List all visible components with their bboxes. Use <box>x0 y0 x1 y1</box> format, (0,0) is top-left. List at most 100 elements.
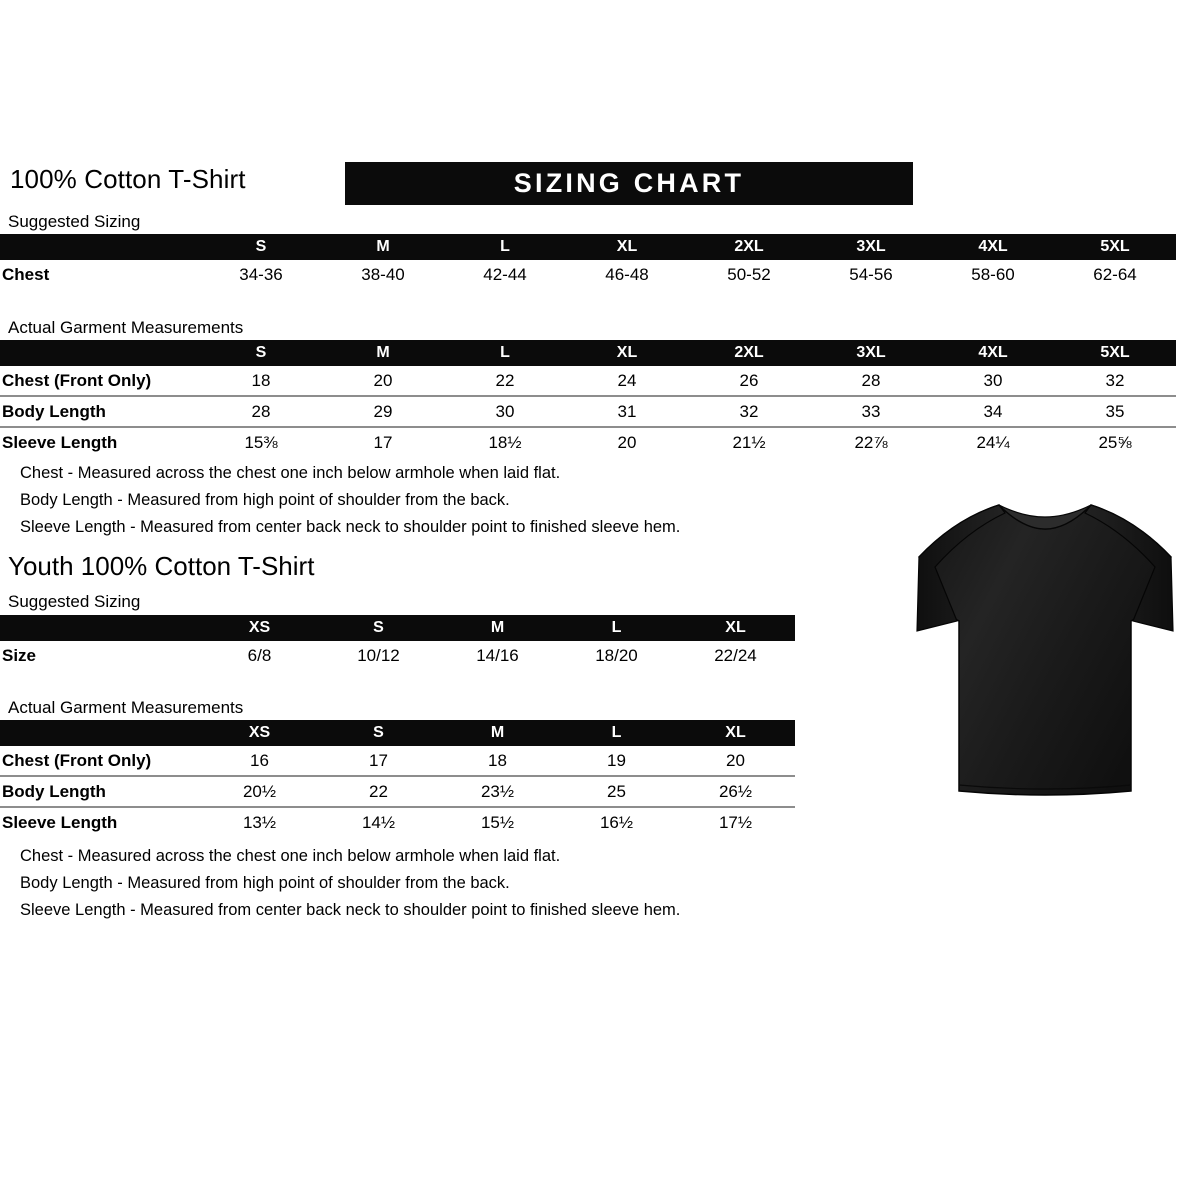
table-row: Body Length 20½ 22 23½ 25 26½ <box>0 776 795 808</box>
sizing-chart-banner-label: SIZING CHART <box>513 168 745 198</box>
table-cell: 28 <box>200 396 322 428</box>
youth-actual-header-row: XS S M L XL <box>0 720 795 746</box>
adult-suggested-caption: Suggested Sizing <box>8 212 141 231</box>
youth-suggested-table: XS S M L XL Size 6/8 10/12 14/16 18/20 2… <box>0 615 795 670</box>
adult-actual-col-4xl: 4XL <box>978 344 1008 361</box>
youth-actual-caption: Actual Garment Measurements <box>8 698 244 717</box>
youth-suggested-col-xl: XL <box>725 619 746 636</box>
adult-heading-row: 100% Cotton T-Shirt SIZING CHART <box>10 162 1190 208</box>
youth-suggested-col-s: S <box>373 619 384 636</box>
adult-actual-col-m: M <box>376 344 390 361</box>
adult-actual-col-s: S <box>255 344 267 361</box>
adult-actual-header-row: S M L XL 2XL 3XL 4XL 5XL <box>0 340 1176 366</box>
table-cell: 42-44 <box>483 264 527 284</box>
table-cell: 32 <box>1054 366 1176 397</box>
youth-actual-col-l: L <box>611 724 622 741</box>
adult-suggested-col-2xl: 2XL <box>734 238 764 255</box>
table-cell: 23½ <box>438 776 557 808</box>
table-cell: 54-56 <box>849 264 893 284</box>
adult-actual-row-label-body-length: Body Length <box>0 396 200 428</box>
table-cell: 15½ <box>480 812 515 832</box>
youth-actual-table: XS S M L XL Chest (Front Only) 16 17 18 … <box>0 720 795 837</box>
page-title: 100% Cotton T-Shirt <box>10 164 246 194</box>
table-row: Sleeve Length 15⅜ 17 18½ 20 21½ 22⅞ 24¼ … <box>0 427 1176 457</box>
table-cell: 34 <box>932 396 1054 428</box>
adult-actual-col-xl: XL <box>616 344 638 361</box>
table-cell: 24 <box>566 366 688 397</box>
table-cell: 16 <box>200 746 319 777</box>
adult-actual-col-l: L <box>500 344 510 361</box>
table-cell: 18/20 <box>595 645 638 665</box>
table-row: Chest 34-36 38-40 42-44 46-48 50-52 54-5… <box>0 260 1176 289</box>
adult-suggested-col-5xl: 5XL <box>1100 238 1130 255</box>
youth-actual-col-xl: XL <box>725 724 746 741</box>
youth-suggested-row-label-size: Size <box>2 645 37 665</box>
table-cell: 38-40 <box>361 264 405 284</box>
adult-suggested-row-label-chest: Chest <box>2 264 50 284</box>
youth-suggested-caption: Suggested Sizing <box>8 592 141 611</box>
table-row: Chest (Front Only) 18 20 22 24 26 28 30 … <box>0 366 1176 397</box>
adult-actual-col-2xl: 2XL <box>734 344 764 361</box>
table-row: Size 6/8 10/12 14/16 18/20 22/24 <box>0 641 795 670</box>
table-cell: 26½ <box>676 776 795 808</box>
table-cell: 22 <box>319 776 438 808</box>
table-cell: 46-48 <box>605 264 649 284</box>
adult-suggested-col-l: L <box>500 238 510 255</box>
sizing-chart-banner: SIZING CHART <box>345 162 913 205</box>
table-cell: 20 <box>676 746 795 777</box>
table-cell: 25⅝ <box>1098 432 1132 452</box>
table-cell: 30 <box>444 396 566 428</box>
table-cell: 15⅜ <box>244 432 278 452</box>
table-cell: 28 <box>810 366 932 397</box>
table-cell: 26 <box>688 366 810 397</box>
youth-actual-col-m: M <box>490 724 505 741</box>
table-cell: 18 <box>438 746 557 777</box>
adult-suggested-header-row: S M L XL 2XL 3XL 4XL 5XL <box>0 234 1176 260</box>
tshirt-illustration <box>916 504 1174 796</box>
adult-suggested-header-corner <box>0 234 200 260</box>
table-cell: 18 <box>200 366 322 397</box>
table-cell: 17½ <box>718 812 753 832</box>
adult-suggested-col-s: S <box>255 238 267 255</box>
tshirt-body <box>918 504 1172 796</box>
adult-suggested-col-xl: XL <box>616 238 638 255</box>
table-cell: 34-36 <box>239 264 283 284</box>
tshirt-hem <box>958 784 1132 790</box>
adult-actual-col-5xl: 5XL <box>1100 344 1130 361</box>
adult-note-body-length: Body Length - Measured from high point o… <box>20 491 510 509</box>
adult-note-chest: Chest - Measured across the chest one in… <box>20 464 561 482</box>
adult-suggested-col-3xl: 3XL <box>856 238 886 255</box>
table-cell: 62-64 <box>1093 264 1137 284</box>
table-cell: 19 <box>557 746 676 777</box>
youth-note-sleeve-length: Sleeve Length - Measured from center bac… <box>20 901 681 919</box>
table-cell: 20 <box>322 366 444 397</box>
table-cell: 25 <box>557 776 676 808</box>
youth-actual-col-s: S <box>373 724 384 741</box>
adult-actual-header-corner <box>0 340 200 366</box>
youth-suggested-col-l: L <box>611 619 622 636</box>
table-cell: 20 <box>617 432 637 452</box>
table-cell: 18½ <box>488 432 522 452</box>
table-cell: 31 <box>566 396 688 428</box>
youth-suggested-header-corner <box>0 615 200 641</box>
table-row: Chest (Front Only) 16 17 18 19 20 <box>0 746 795 777</box>
youth-suggested-col-m: M <box>490 619 505 636</box>
table-cell: 32 <box>688 396 810 428</box>
youth-suggested-header-row: XS S M L XL <box>0 615 795 641</box>
youth-section-title: Youth 100% Cotton T-Shirt <box>8 551 315 581</box>
youth-actual-row-label-chest: Chest (Front Only) <box>0 746 200 777</box>
adult-actual-row-label-chest: Chest (Front Only) <box>0 366 200 397</box>
adult-measurement-notes: Chest - Measured across the chest one in… <box>20 460 680 541</box>
table-cell: 33 <box>810 396 932 428</box>
table-cell: 17 <box>319 746 438 777</box>
tshirt-sleeve-right <box>1084 504 1174 632</box>
table-row: Sleeve Length 13½ 14½ 15½ 16½ 17½ <box>0 807 795 837</box>
table-cell: 50-52 <box>727 264 771 284</box>
table-cell: 21½ <box>732 432 766 452</box>
adult-suggested-col-4xl: 4XL <box>978 238 1008 255</box>
table-cell: 30 <box>932 366 1054 397</box>
youth-suggested-col-xs: XS <box>248 619 271 636</box>
table-cell: 13½ <box>242 812 277 832</box>
adult-actual-row-label-sleeve-length: Sleeve Length <box>2 432 118 452</box>
youth-actual-header-corner <box>0 720 200 746</box>
